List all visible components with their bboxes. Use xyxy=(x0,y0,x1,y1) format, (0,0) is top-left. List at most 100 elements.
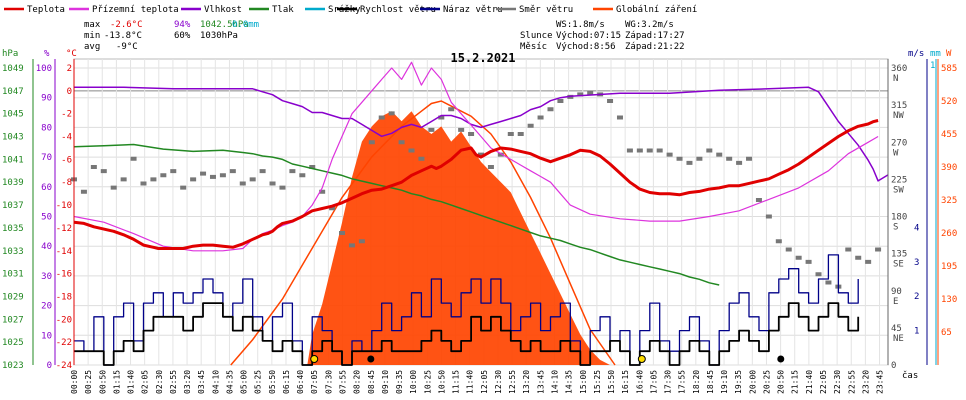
x-tick-44: 18:20 xyxy=(692,370,701,394)
x-tick-20: 08:20 xyxy=(353,370,362,394)
x-tick-56: 23:20 xyxy=(861,370,870,394)
x-tick-57: 23:45 xyxy=(876,370,885,394)
x-tick-26: 10:50 xyxy=(437,370,446,394)
sunrise: Východ:07:15 xyxy=(556,31,621,41)
direction-point-43 xyxy=(497,152,504,157)
direction-point-44 xyxy=(507,132,514,136)
direction-point-27 xyxy=(339,231,346,235)
direction-point-16 xyxy=(229,169,236,174)
legend-label-2: Vlhkost xyxy=(204,5,242,15)
x-tick-6: 02:30 xyxy=(155,370,164,394)
x-tick-23: 09:35 xyxy=(395,370,404,394)
pressure-tick-5: 1039 xyxy=(2,178,24,188)
direction-point-70 xyxy=(765,214,772,219)
direction-point-20 xyxy=(269,181,276,186)
x-tick-12: 05:00 xyxy=(240,370,249,394)
x-tick-46: 19:10 xyxy=(720,370,729,394)
humidity-tick-5: 50 xyxy=(41,213,52,223)
legend-label-0: Teplota xyxy=(27,5,65,15)
sun-label: Slunce xyxy=(520,31,553,41)
x-tick-2: 00:50 xyxy=(98,370,107,394)
x-tick-43: 17:55 xyxy=(678,370,687,394)
direction-name-0: N xyxy=(893,74,898,84)
series-lines xyxy=(73,61,889,366)
sun-moon-markers xyxy=(310,355,785,363)
direction-point-39 xyxy=(458,127,465,132)
direction-point-66 xyxy=(726,156,733,161)
x-tick-38: 15:50 xyxy=(607,370,616,394)
sunset: Západ:17:27 xyxy=(625,31,685,41)
direction-point-34 xyxy=(408,148,415,153)
direction-tick-2: 270 xyxy=(891,138,907,148)
direction-point-33 xyxy=(398,140,405,145)
radiation-tick-3: 390 xyxy=(941,163,957,173)
direction-point-54 xyxy=(607,99,614,103)
direction-point-47 xyxy=(537,115,544,120)
temperature-tick-3: -4 xyxy=(61,133,72,143)
x-tick-41: 17:05 xyxy=(649,370,658,394)
x-tick-5: 02:05 xyxy=(141,370,150,394)
wind-speed-line xyxy=(74,302,860,366)
humidity-tick-2: 80 xyxy=(41,123,52,133)
direction-point-48 xyxy=(547,107,554,112)
pressure-tick-13: 1023 xyxy=(2,361,24,371)
moonset: Západ:21:22 xyxy=(625,42,685,52)
x-tick-29: 12:05 xyxy=(480,370,489,394)
direction-point-62 xyxy=(686,160,693,165)
direction-point-41 xyxy=(478,152,484,157)
pressure-tick-1: 1047 xyxy=(2,87,24,97)
x-tick-14: 05:50 xyxy=(268,370,277,394)
direction-point-61 xyxy=(676,156,683,161)
direction-name-6: E xyxy=(893,297,898,307)
direction-point-1 xyxy=(80,189,87,194)
direction-name-4: S xyxy=(893,223,898,233)
direction-point-9 xyxy=(160,173,167,178)
direction-point-80 xyxy=(865,259,872,264)
direction-point-23 xyxy=(299,173,306,178)
x-tick-35: 14:35 xyxy=(565,370,574,394)
pressure-tick-0: 1049 xyxy=(2,64,24,74)
x-tick-15: 06:15 xyxy=(282,370,291,394)
x-tick-45: 18:45 xyxy=(706,370,715,394)
direction-point-73 xyxy=(795,255,802,260)
direction-point-65 xyxy=(716,152,723,157)
direction-point-26 xyxy=(329,206,336,211)
temperature-tick-13: -24 xyxy=(56,361,72,371)
x-tick-9: 03:45 xyxy=(197,370,206,394)
direction-point-81 xyxy=(875,247,882,252)
x-tick-33: 13:45 xyxy=(536,370,545,394)
min-hum: 60% xyxy=(174,31,191,41)
direction-point-19 xyxy=(259,169,266,174)
direction-point-51 xyxy=(577,92,584,97)
direction-point-28 xyxy=(348,243,355,248)
rain-axis-label: mm xyxy=(930,49,941,59)
moonrise-marker xyxy=(367,355,375,363)
direction-point-46 xyxy=(527,123,534,128)
direction-point-6 xyxy=(130,156,137,161)
temperature-tick-2: -2 xyxy=(61,110,72,120)
direction-point-52 xyxy=(587,90,594,95)
temperature-tick-1: 0 xyxy=(67,87,72,97)
direction-point-8 xyxy=(150,177,157,182)
direction-point-72 xyxy=(785,247,792,252)
x-tick-52: 21:40 xyxy=(805,370,814,394)
radiation-tick-5: 260 xyxy=(941,229,957,239)
pressure-axis-label: hPa xyxy=(2,49,18,59)
direction-point-22 xyxy=(289,169,296,174)
x-tick-1: 00:25 xyxy=(84,370,93,394)
direction-point-14 xyxy=(209,174,216,179)
max-label: max xyxy=(84,20,101,30)
direction-point-36 xyxy=(428,127,435,132)
x-tick-40: 16:40 xyxy=(635,370,644,394)
x-tick-25: 10:25 xyxy=(423,370,432,394)
humidity-tick-10: 0 xyxy=(47,361,52,371)
x-tick-51: 21:15 xyxy=(791,370,800,394)
x-tick-16: 06:40 xyxy=(296,370,305,394)
x-tick-55: 22:55 xyxy=(847,370,856,394)
direction-point-17 xyxy=(239,181,246,186)
direction-point-18 xyxy=(249,177,256,182)
x-tick-28: 11:40 xyxy=(466,370,475,394)
direction-point-57 xyxy=(636,148,643,153)
wind-tick-0: 4 xyxy=(914,223,919,233)
